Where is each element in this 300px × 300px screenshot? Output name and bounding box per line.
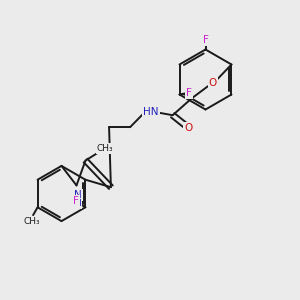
Text: F: F	[74, 196, 79, 206]
Text: O: O	[184, 123, 192, 133]
Text: CH₃: CH₃	[97, 144, 113, 153]
Text: N: N	[74, 190, 82, 200]
Text: O: O	[209, 78, 217, 88]
Text: H: H	[75, 200, 81, 208]
Text: F: F	[186, 88, 192, 98]
Text: F: F	[202, 35, 208, 45]
Text: CH₃: CH₃	[23, 217, 40, 226]
Text: HN: HN	[143, 106, 159, 117]
